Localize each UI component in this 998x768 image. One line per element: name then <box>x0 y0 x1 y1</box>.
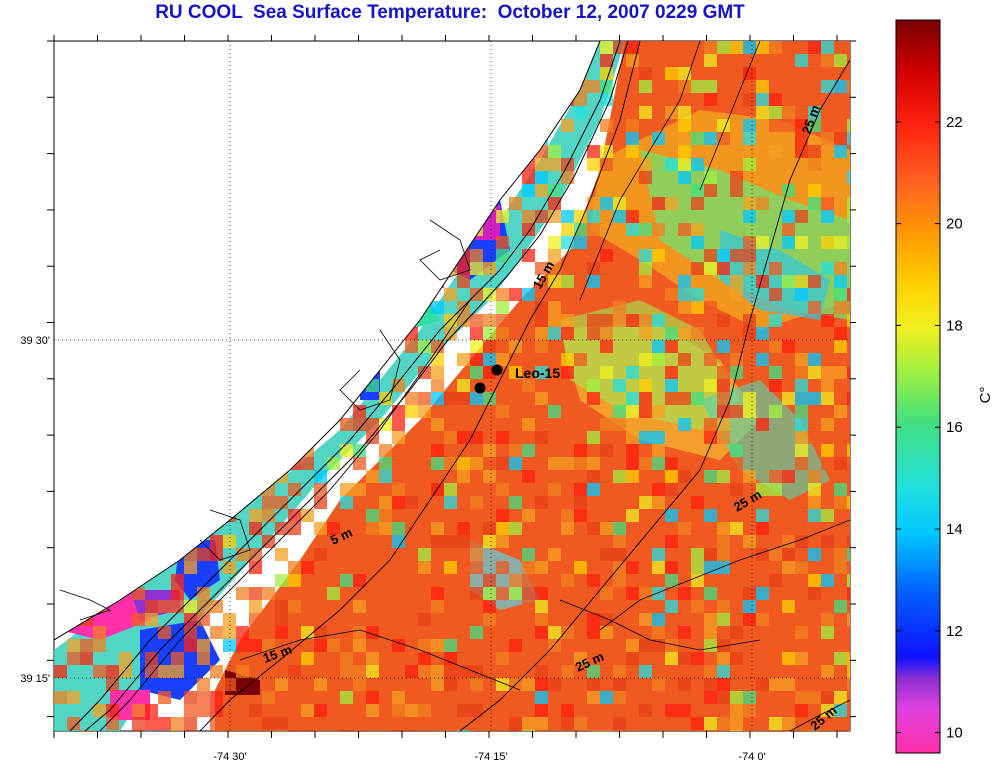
station-label: Leo-15 <box>515 365 560 381</box>
lon-label-3: -74 0' <box>738 751 765 763</box>
colorbar-tick-label: 14 <box>946 521 963 538</box>
contour-5m <box>99 299 471 731</box>
station-marker-south[interactable] <box>474 382 486 394</box>
land-mass <box>54 41 601 641</box>
colorbar-tick-label: 18 <box>946 317 963 334</box>
colorbar-tick-label: 12 <box>946 623 963 640</box>
lat-label-1: 39 30' <box>20 335 50 347</box>
contour-15m <box>199 41 641 731</box>
map-title: RU COOL Sea Surface Temperature: October… <box>155 2 745 23</box>
colorbar <box>895 19 941 754</box>
frame-ticks <box>47 35 856 738</box>
station-marker-north[interactable] <box>491 364 503 376</box>
colorbar-tick-label: 20 <box>946 216 963 233</box>
colorbar-unit-label: C° <box>977 387 994 404</box>
colorbar-tick-label: 22 <box>946 114 963 131</box>
lon-label-1: -74 30' <box>213 751 246 763</box>
colorbar-tick-label: 16 <box>946 419 963 436</box>
colorbar-ticks: 10 12 14 16 18 20 22 <box>896 114 963 742</box>
coastline <box>69 41 621 731</box>
contour-25m <box>459 59 850 731</box>
colorbar-tick-label: 10 <box>946 725 963 742</box>
lat-label-2: 39 15' <box>20 673 50 685</box>
lon-label-2: -74 15' <box>474 751 507 763</box>
